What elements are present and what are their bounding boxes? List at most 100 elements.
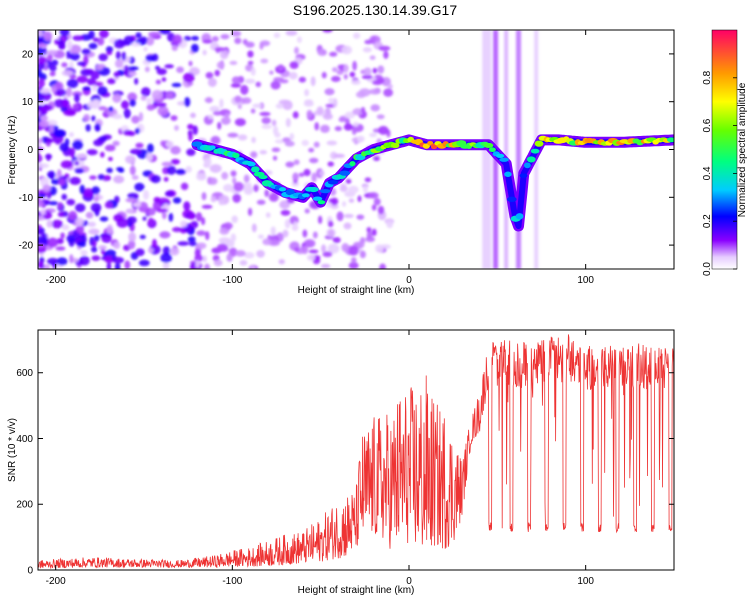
noise-blob [275, 103, 284, 109]
colorbar-tick-label: 0.4 [702, 166, 713, 180]
noise-blob [156, 208, 169, 213]
noise-blob [214, 47, 226, 52]
noise-blob [231, 215, 238, 224]
noise-blob [320, 124, 330, 133]
ridge-blob [327, 180, 339, 185]
noise-blob [57, 169, 62, 177]
noise-blob [38, 43, 48, 48]
x-tick-label: -100 [222, 576, 242, 587]
noise-blob [216, 61, 225, 69]
noise-blob [202, 39, 213, 44]
noise-blob [282, 229, 289, 238]
ridge-blob [523, 162, 531, 169]
noise-blob [336, 69, 344, 75]
noise-blob [106, 224, 113, 235]
noise-blob [294, 247, 300, 252]
noise-blob [176, 66, 185, 74]
noise-blob [234, 118, 246, 127]
noise-blob [371, 80, 383, 86]
noise-blob [259, 150, 268, 155]
noise-blob [348, 261, 359, 269]
noise-blob [146, 152, 153, 162]
noise-blob [151, 89, 163, 100]
noise-blob [60, 232, 65, 239]
noise-blob [219, 227, 230, 235]
noise-blob [256, 199, 266, 205]
noise-blob [113, 71, 121, 78]
noise-blob [59, 30, 70, 37]
noise-blob [322, 113, 333, 120]
noise-blob [320, 263, 331, 269]
noise-blob [171, 44, 178, 51]
noise-blob [180, 182, 189, 191]
noise-blob [349, 71, 356, 78]
noise-blob [77, 241, 86, 248]
noise-blob [202, 49, 207, 56]
noise-blob [329, 51, 338, 57]
noise-blob [144, 66, 150, 73]
noise-blob [334, 126, 342, 132]
y-tick-label: -20 [19, 241, 34, 252]
noise-blob [359, 250, 366, 259]
noise-blob [165, 92, 174, 99]
noise-blob [289, 132, 295, 141]
noise-blob [72, 35, 84, 41]
noise-blob [38, 30, 43, 38]
noise-blob [183, 201, 191, 211]
noise-blob [279, 200, 291, 209]
noise-blob [210, 195, 217, 203]
noise-blob [298, 76, 307, 83]
noise-blob [147, 247, 154, 254]
noise-blob [241, 97, 252, 104]
noise-blob [140, 95, 147, 101]
noise-blob [293, 159, 300, 165]
noise-blob [341, 201, 347, 207]
noise-blob [56, 238, 64, 245]
noise-blob [40, 88, 51, 94]
noise-blob [207, 177, 218, 185]
noise-blob [113, 175, 125, 184]
noise-blob [333, 153, 345, 158]
noise-blob [332, 237, 341, 244]
noise-blob [226, 253, 233, 262]
noise-blob [38, 236, 44, 245]
colorbar-tick-label: 0.8 [702, 70, 713, 84]
noise-blob [362, 47, 372, 53]
snr-panel: -200 -100 0 100 0 200 400 600 Height of straig… [7, 329, 675, 596]
noise-blob [187, 236, 196, 243]
noise-blob [205, 231, 210, 241]
noise-blob [195, 212, 203, 222]
noise-blob [240, 84, 249, 95]
spectrogram-marks [38, 30, 674, 269]
noise-blob [98, 106, 107, 111]
noise-blob [377, 65, 385, 74]
noise-blob [308, 147, 315, 153]
noise-blob [285, 161, 295, 168]
noise-blob [285, 30, 298, 36]
noise-blob [92, 84, 97, 92]
noise-blob [386, 220, 394, 229]
noise-blob [93, 99, 101, 108]
noise-blob [55, 88, 67, 97]
noise-blob [247, 50, 254, 58]
noise-blob [210, 135, 221, 145]
ridge-blob [496, 153, 505, 158]
noise-blob [364, 39, 373, 45]
noise-blob [376, 114, 385, 120]
noise-blob [42, 184, 52, 192]
noise-blob [123, 129, 133, 136]
noise-blob [66, 78, 79, 89]
noise-blob [60, 160, 73, 169]
noise-blob [103, 175, 112, 181]
noise-blob [48, 201, 59, 206]
noise-blob [330, 197, 339, 206]
ridge-blob [312, 196, 323, 201]
noise-blob [322, 251, 333, 258]
noise-blob [72, 139, 84, 150]
noise-blob [207, 114, 214, 120]
noise-blob [128, 71, 137, 77]
noise-blob [41, 237, 49, 247]
noise-blob [194, 254, 204, 262]
noise-blob [277, 64, 284, 71]
noise-blob [325, 201, 333, 208]
